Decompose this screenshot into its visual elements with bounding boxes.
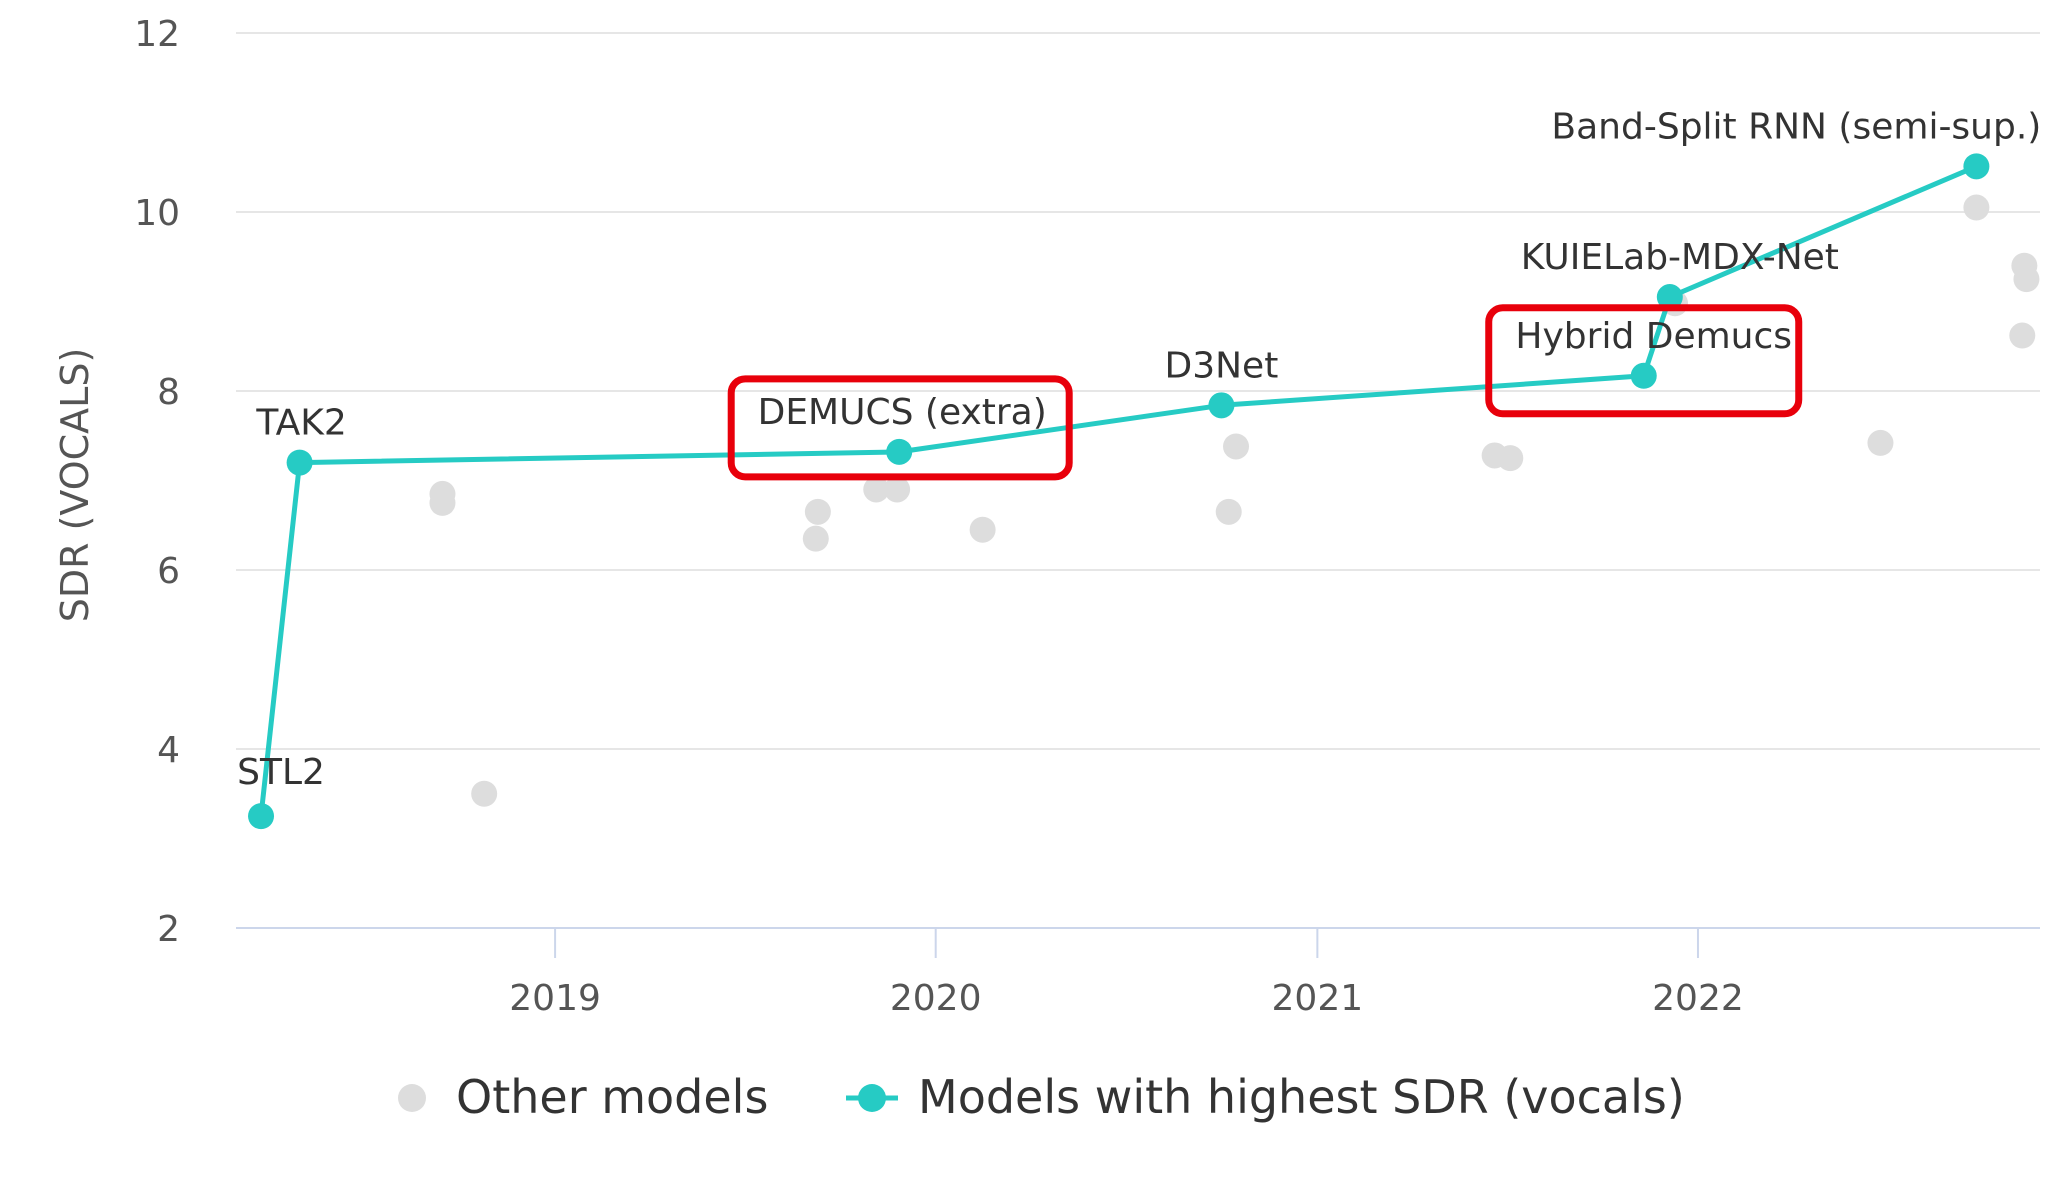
point-label: D3Net [1165, 345, 1279, 386]
best-model-point [1208, 392, 1235, 419]
other-model-point [802, 525, 829, 552]
x-tick-label: 2021 [1272, 978, 1364, 1019]
point-label: STL2 [237, 752, 325, 793]
point-label: Hybrid Demucs [1515, 316, 1792, 357]
other-model-point [2013, 266, 2040, 293]
x-tick-label: 2022 [1652, 978, 1744, 1019]
other-model-point [1215, 498, 1242, 525]
y-tick-label: 8 [157, 372, 180, 413]
legend-item-other-models[interactable]: Other models [398, 1070, 768, 1124]
legend-best-label: Models with highest SDR (vocals) [918, 1070, 1685, 1124]
other-model-point [1223, 433, 1250, 460]
legend-best-marker [858, 1084, 886, 1112]
other-model-point [471, 780, 498, 807]
point-label: TAK2 [255, 403, 346, 444]
highlight-boxes [727, 304, 1803, 481]
legend: Other models Models with highest SDR (vo… [398, 1070, 1685, 1124]
other-model-point [804, 498, 831, 525]
other-model-point [429, 489, 456, 516]
best-model-point [1630, 362, 1657, 389]
grid-lines [236, 32, 2040, 750]
best-model-point [886, 438, 913, 465]
y-tick-label: 4 [157, 730, 180, 771]
best-models-series [248, 153, 1990, 830]
other-model-point [1497, 445, 1524, 472]
legend-other-marker [398, 1084, 426, 1112]
best-model-point [248, 803, 275, 830]
other-model-point [863, 476, 890, 503]
highlight-box [1485, 304, 1803, 418]
x-axis: 2019 2020 2021 2022 [236, 927, 2040, 1019]
best-model-point [1656, 284, 1683, 311]
other-models-series [429, 194, 2040, 807]
y-axis-title: SDR (VOCALS) [53, 348, 97, 623]
y-tick-label: 10 [134, 193, 180, 234]
y-tick-label: 6 [157, 551, 180, 592]
legend-item-best-models[interactable]: Models with highest SDR (vocals) [846, 1070, 1685, 1124]
point-label: DEMUCS (extra) [758, 392, 1047, 433]
other-model-point [969, 516, 996, 543]
point-label: KUIELab-MDX-Net [1521, 237, 1839, 278]
other-model-point [1963, 194, 1990, 221]
other-model-point [1867, 429, 1894, 456]
other-model-point [884, 476, 911, 503]
highlight-box [727, 375, 1073, 481]
best-model-point [286, 449, 313, 476]
point-labels: STL2 TAK2 DEMUCS (extra) D3Net Hybrid Demucs… [237, 106, 2041, 793]
y-axis: 2 4 6 8 10 12 [134, 14, 180, 950]
x-tick-label: 2020 [890, 978, 982, 1019]
y-tick-label: 2 [157, 909, 180, 950]
y-tick-label: 12 [134, 14, 180, 55]
x-tick-label: 2019 [509, 978, 601, 1019]
legend-other-label: Other models [456, 1070, 768, 1124]
point-label: Band-Split RNN (semi-sup.) [1551, 106, 2041, 147]
best-model-point [1963, 153, 1990, 180]
other-model-point [2009, 322, 2036, 349]
